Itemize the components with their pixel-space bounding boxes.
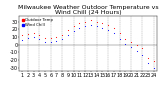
Point [55,40,58,41]
Point [141,47,144,48]
Legend: Outdoor Temp, Wind Chill: Outdoor Temp, Wind Chill [21,18,54,28]
Point [72,26,75,27]
Point [95,21,98,22]
Point [90,20,92,21]
Point [124,38,127,39]
Point [84,21,86,22]
Point [84,26,86,27]
Point [90,24,92,25]
Title: Milwaukee Weather Outdoor Temperature vs Wind Chill (24 Hours): Milwaukee Weather Outdoor Temperature vs… [18,5,158,15]
Point [21,35,23,36]
Point [21,39,23,41]
Point [95,26,98,27]
Point [136,50,138,51]
Point [61,34,64,35]
Point [61,38,64,39]
Point [38,34,40,35]
Point [130,41,132,42]
Point [27,33,29,35]
Point [101,23,104,24]
Point [49,37,52,38]
Point [44,41,46,42]
Point [118,33,121,34]
Point [153,67,155,68]
Point [101,27,104,29]
Point [124,43,127,45]
Point [78,23,81,24]
Point [32,36,35,38]
Point [112,33,115,34]
Point [147,62,149,64]
Point [112,27,115,29]
Point [38,38,40,39]
Point [153,61,155,62]
Point [107,24,109,25]
Point [136,44,138,45]
Point [72,30,75,32]
Point [67,29,69,31]
Point [44,37,46,38]
Point [55,36,58,38]
Point [32,33,35,34]
Point [141,55,144,56]
Point [49,41,52,42]
Point [27,37,29,38]
Point [147,58,149,59]
Point [107,29,109,31]
Point [67,34,69,35]
Point [130,46,132,48]
Point [78,27,81,29]
Point [118,38,121,39]
